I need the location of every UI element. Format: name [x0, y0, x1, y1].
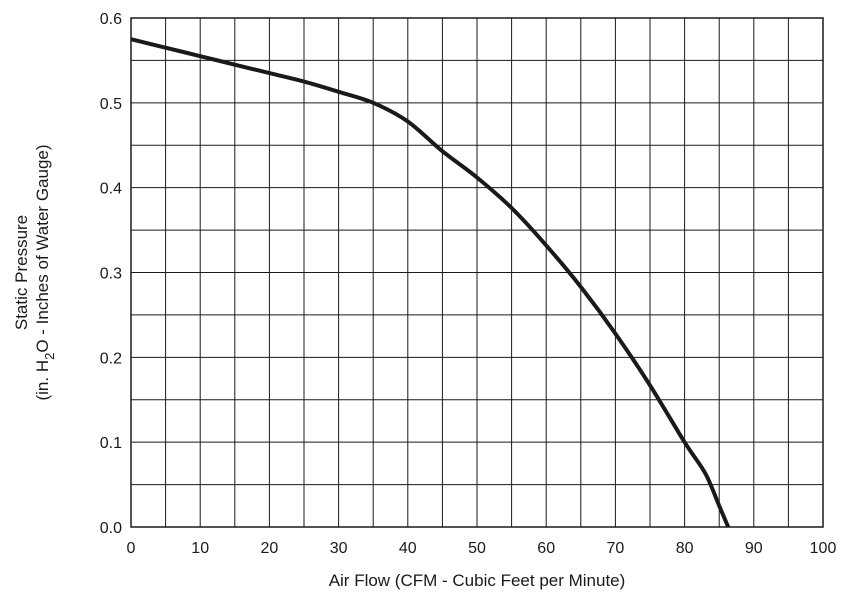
x-tick-label: 0: [127, 540, 136, 557]
x-tick-label: 30: [330, 540, 348, 557]
y-tick-label: 0.6: [100, 11, 122, 28]
x-tick-label: 80: [676, 540, 694, 557]
y-tick-label: 0.0: [100, 520, 122, 537]
y-tick-label: 0.5: [100, 96, 122, 113]
tick-labels: 0 10 20 30 40 50 60 70 80 90 100 0.0 0.1 0.2 0.3 0.4 0.5…: [100, 11, 837, 557]
y-axis-title: Static Pressure (in. H2O - Inches of Wat…: [12, 144, 57, 400]
x-tick-label: 100: [810, 540, 837, 557]
x-tick-label: 90: [745, 540, 763, 557]
x-tick-label: 70: [607, 540, 625, 557]
x-tick-label: 20: [261, 540, 279, 557]
series-line: [130, 37, 731, 528]
plot-frame: [130, 17, 824, 528]
x-axis-title: Air Flow (CFM - Cubic Feet per Minute): [329, 571, 626, 590]
y-axis-title-prefix: (in. H: [33, 360, 52, 401]
y-axis-title-line1: Static Pressure: [12, 215, 31, 330]
x-tick-label: 60: [537, 540, 555, 557]
y-tick-label: 0.1: [100, 435, 122, 452]
x-tick-label: 50: [468, 540, 486, 557]
y-axis-title-suffix: O - Inches of Water Gauge): [33, 144, 52, 352]
y-tick-label: 0.2: [100, 350, 122, 367]
grid: [131, 18, 823, 527]
y-tick-label: 0.3: [100, 266, 122, 283]
series: [130, 37, 731, 528]
x-tick-label: 40: [399, 540, 417, 557]
x-tick-label: 10: [191, 540, 209, 557]
y-axis-title-line2: (in. H2O - Inches of Water Gauge): [33, 144, 57, 400]
y-axis-title-subscript: 2: [42, 353, 57, 360]
y-tick-label: 0.4: [100, 181, 122, 198]
